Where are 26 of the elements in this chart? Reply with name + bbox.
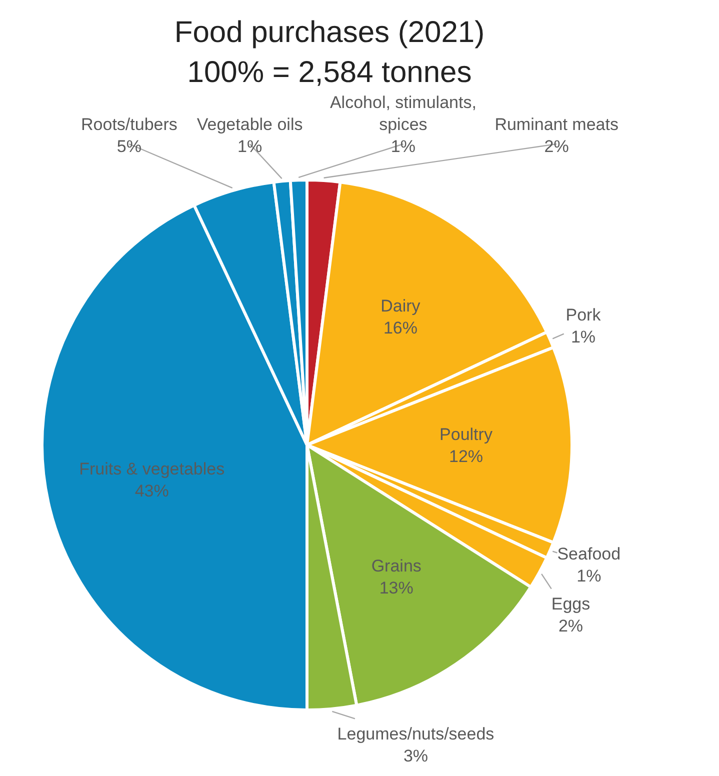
- data-label: 1%: [570, 327, 596, 346]
- slice-label: Alcohol, stimulants, spices: [330, 93, 476, 134]
- data-label: 43%: [134, 482, 169, 501]
- data-label: 13%: [379, 578, 414, 598]
- chart-subtitle: 100% = 2,584 tonnes: [187, 56, 472, 89]
- slice-label: Fruits & vegetables: [79, 460, 225, 479]
- slice-label: Grains: [371, 556, 422, 576]
- data-label: 3%: [403, 746, 428, 766]
- data-label: 16%: [383, 318, 418, 338]
- slice-label: Ruminant meats: [494, 115, 618, 134]
- slice-label: Eggs: [551, 594, 590, 614]
- data-label: 2%: [558, 616, 584, 636]
- slice-label: Poultry: [440, 425, 493, 444]
- slice-label: Roots/tubers: [81, 115, 178, 134]
- slice-label: Seafood: [557, 544, 621, 564]
- slice-label: Dairy: [380, 296, 421, 316]
- chart-title: Food purchases (2021): [174, 16, 485, 49]
- slice-label: Vegetable oils: [196, 115, 303, 134]
- slice-label: Pork: [566, 305, 602, 324]
- data-label: 1%: [390, 137, 416, 156]
- data-label: 5%: [116, 137, 142, 156]
- slice-label: Legumes/nuts/seeds: [337, 724, 494, 744]
- data-label: 2%: [544, 137, 569, 156]
- data-label: 1%: [238, 137, 262, 156]
- data-label: 1%: [576, 566, 602, 586]
- data-label: 12%: [448, 447, 484, 466]
